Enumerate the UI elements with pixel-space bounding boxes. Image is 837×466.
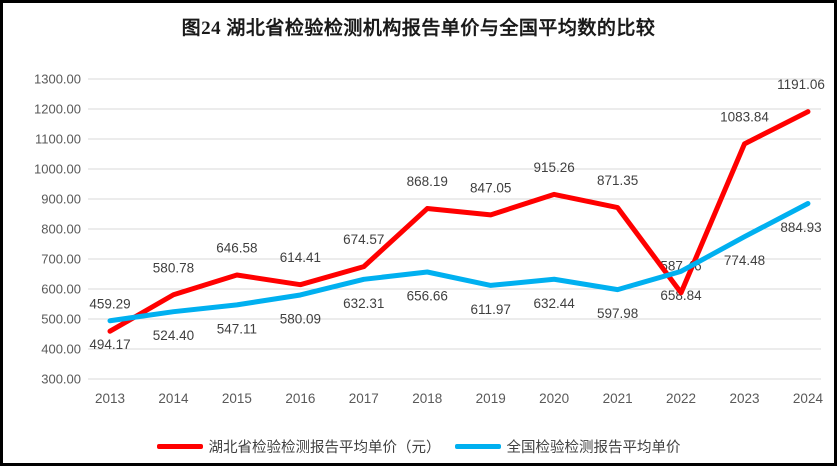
series-line-0 <box>107 109 811 334</box>
gridlines <box>88 78 821 380</box>
data-label: 580.09 <box>280 311 321 326</box>
y-tick-label: 400.00 <box>41 342 81 357</box>
data-label: 658.84 <box>660 288 702 303</box>
data-label: 632.31 <box>343 296 384 311</box>
y-tick-label: 600.00 <box>41 282 81 297</box>
y-tick-label: 1000.00 <box>34 162 81 177</box>
data-labels: 459.29 580.78 646.58 614.41 674.57 868.19 847.… <box>89 77 825 352</box>
data-label: 646.58 <box>216 241 257 256</box>
data-label: 871.35 <box>597 173 638 188</box>
legend-label-hubei: 湖北省检验检测报告平均单价（元） <box>208 440 441 456</box>
x-tick-label: 2021 <box>603 391 633 406</box>
data-label: 494.17 <box>89 337 130 352</box>
data-label: 774.48 <box>724 253 765 268</box>
data-label: 847.05 <box>470 180 511 195</box>
legend-item-hubei: 湖北省检验检测报告平均单价（元） <box>156 436 441 457</box>
data-label: 1191.06 <box>777 77 825 92</box>
data-label: 611.97 <box>471 302 511 317</box>
data-label: 656.66 <box>407 289 448 304</box>
series-lines <box>107 109 811 334</box>
data-label: 547.11 <box>217 321 257 336</box>
y-tick-label: 300.00 <box>41 372 81 387</box>
legend-swatch-blue-line <box>454 444 501 449</box>
data-label: 884.93 <box>780 220 821 235</box>
series-line-1 <box>107 201 811 324</box>
x-tick-label: 2013 <box>95 391 125 406</box>
data-label: 868.19 <box>407 174 448 189</box>
x-tick-label: 2024 <box>793 391 824 406</box>
y-tick-label: 500.00 <box>41 312 81 327</box>
data-label: 915.26 <box>534 160 575 175</box>
data-label: 674.57 <box>343 232 384 247</box>
data-label: 524.40 <box>153 328 194 343</box>
x-tick-label: 2015 <box>222 391 252 406</box>
x-tick-label: 2020 <box>539 391 569 406</box>
x-tick-label: 2018 <box>412 391 442 406</box>
data-label: 580.78 <box>153 260 194 275</box>
x-tick-label: 2022 <box>666 391 696 406</box>
y-tick-label: 1100.00 <box>35 132 81 147</box>
data-label: 614.41 <box>280 250 321 265</box>
line-chart: 459.29 580.78 646.58 614.41 674.57 868.19 847.… <box>34 72 825 407</box>
data-label: 597.98 <box>597 306 638 321</box>
chart-title: 图24 湖北省检验检测机构报告单价与全国平均数的比较 <box>181 18 656 39</box>
y-tick-label: 900.00 <box>41 192 81 207</box>
x-tick-label: 2019 <box>476 391 506 406</box>
data-label: 632.44 <box>534 296 576 311</box>
axis-tick-labels: 300.00 400.00 500.00 600.00 700.00 800.00 900.… <box>34 72 823 407</box>
legend-item-national: 全国检验检测报告平均单价 <box>454 436 681 457</box>
data-label: 459.29 <box>89 297 130 312</box>
chart-legend: 湖北省检验检测报告平均单价（元） 全国检验检测报告平均单价 <box>3 436 834 457</box>
x-tick-label: 2023 <box>729 391 759 406</box>
legend-swatch-red-line <box>156 444 203 449</box>
x-tick-label: 2017 <box>349 391 379 406</box>
y-tick-label: 1300.00 <box>34 72 81 87</box>
data-label: 1083.84 <box>720 109 769 124</box>
legend-label-national: 全国检验检测报告平均单价 <box>506 440 681 456</box>
y-tick-label: 700.00 <box>41 252 81 267</box>
x-tick-label: 2016 <box>285 391 315 406</box>
x-tick-label: 2014 <box>158 391 189 406</box>
y-tick-label: 1200.00 <box>34 102 81 117</box>
y-tick-label: 800.00 <box>41 222 81 237</box>
